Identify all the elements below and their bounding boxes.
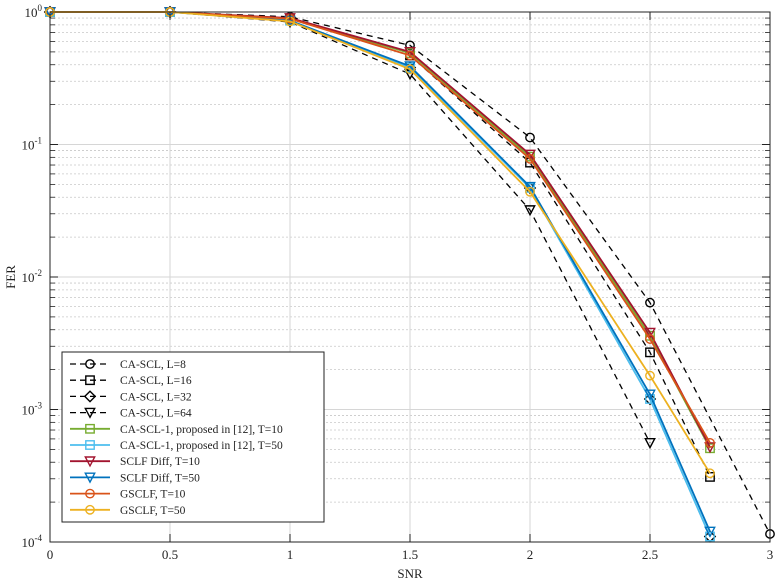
legend-item: CA-SCL-1, proposed in [12], T=10 (70, 424, 283, 436)
triangle-down-marker (644, 437, 656, 450)
y-tick-label: 100 (25, 3, 43, 20)
square-marker (85, 375, 95, 386)
circle-marker (405, 40, 415, 51)
triangle-down-marker (704, 526, 716, 538)
triangle-down-marker (84, 456, 96, 468)
square-marker (85, 440, 95, 450)
triangle-down-marker (644, 389, 656, 401)
legend-item: GSCLF, T=10 (70, 489, 186, 501)
legend-item: CA-SCL-1, proposed in [12], T=50 (70, 440, 283, 452)
legend-item: GSCLF, T=50 (70, 505, 186, 517)
legend-label: CA-SCL, L=16 (120, 375, 192, 387)
legend: CA-SCL, L=8 CA-SCL, L=16 CA-SCL, L=32 CA-SC… (61, 351, 325, 523)
x-axis-label: SNR (397, 566, 423, 581)
legend-item: CA-SCL, L=32 (70, 390, 192, 403)
triangle-down-marker (84, 472, 96, 484)
y-tick-label: 10-1 (22, 136, 43, 153)
x-tick-label: 0 (47, 547, 54, 562)
circle-marker (705, 437, 715, 448)
y-tick-label: 10-2 (22, 268, 43, 285)
circle-marker (85, 488, 95, 499)
x-tick-label: 1 (287, 547, 294, 562)
legend-label: CA-SCL-1, proposed in [12], T=50 (120, 440, 283, 452)
legend-item: CA-SCL, L=16 (70, 375, 192, 387)
circle-marker (645, 334, 655, 344)
legend-label: CA-SCL, L=32 (120, 391, 192, 403)
y-axis-label: FER (3, 265, 18, 289)
legend-label: CA-SCL, L=8 (120, 359, 186, 371)
diamond-marker (83, 390, 97, 403)
circle-marker (525, 132, 535, 143)
legend-item: SCLF Diff, T=50 (70, 472, 200, 484)
legend-label: GSCLF, T=10 (120, 489, 186, 501)
triangle-down-marker (524, 205, 536, 217)
legend-item: CA-SCL, L=64 (70, 408, 192, 420)
x-tick-label: 3 (767, 547, 774, 562)
circle-marker (405, 50, 415, 61)
circle-marker (85, 504, 95, 515)
x-tick-label: 1.5 (402, 547, 418, 562)
diamond-marker (643, 392, 657, 406)
legend-item: SCLF Diff, T=10 (70, 456, 200, 468)
legend-label: CA-SCL-1, proposed in [12], T=10 (120, 424, 283, 436)
circle-marker (405, 64, 415, 75)
circle-marker (525, 186, 535, 197)
circle-marker (705, 468, 715, 479)
triangle-down-marker (524, 181, 536, 193)
legend-label: SCLF Diff, T=50 (120, 472, 200, 484)
circle-marker (645, 297, 655, 308)
triangle-down-marker (644, 327, 656, 339)
square-marker (705, 531, 715, 542)
axis-ticks: 100 10-1 10-2 10-3 10-4 0 0.5 1 1.5 2 2.5 3 (22, 3, 774, 562)
triangle-down-marker (84, 407, 96, 419)
series-line (50, 11, 771, 535)
circle-marker (85, 359, 95, 369)
legend-label: CA-SCL, L=64 (120, 408, 192, 420)
x-tick-label: 2.5 (642, 547, 658, 562)
y-tick-label: 10-4 (22, 533, 43, 550)
square-marker (645, 347, 655, 358)
triangle-down-marker (404, 61, 416, 73)
circle-marker (525, 153, 535, 164)
x-tick-label: 0.5 (162, 547, 178, 562)
y-tick-label: 10-3 (22, 401, 43, 418)
legend-label: GSCLF, T=50 (120, 505, 186, 517)
legend-label: SCLF Diff, T=10 (120, 456, 200, 468)
triangle-down-marker (704, 442, 716, 454)
legend-item: CA-SCL, L=8 (70, 359, 186, 371)
x-tick-label: 2 (527, 547, 534, 562)
circle-marker (645, 370, 655, 381)
legend-box (61, 351, 325, 523)
square-marker (85, 423, 95, 434)
